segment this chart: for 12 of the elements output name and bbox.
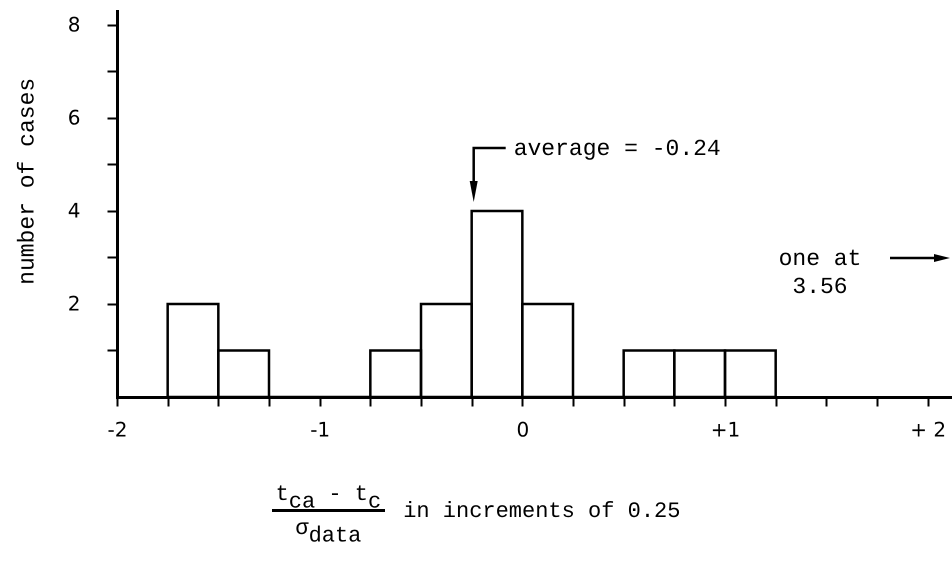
x-tick-label: + 2 — [910, 418, 946, 442]
y-tick-label: 6 — [68, 105, 80, 130]
x-tick-label: -1 — [310, 418, 330, 442]
x-tick-label: +1 — [710, 418, 740, 442]
x-tick-label: 0 — [516, 418, 530, 442]
y-tick-label: 2 — [68, 291, 80, 316]
annotation: average = -0.24 — [514, 136, 721, 162]
y-tick-label: 8 — [68, 12, 80, 36]
annotation: one at 3.56 — [778, 246, 862, 300]
x-tick-label: -2 — [108, 418, 128, 442]
y-axis-title: number of cases — [14, 78, 40, 285]
y-tick-label: 4 — [68, 198, 80, 222]
